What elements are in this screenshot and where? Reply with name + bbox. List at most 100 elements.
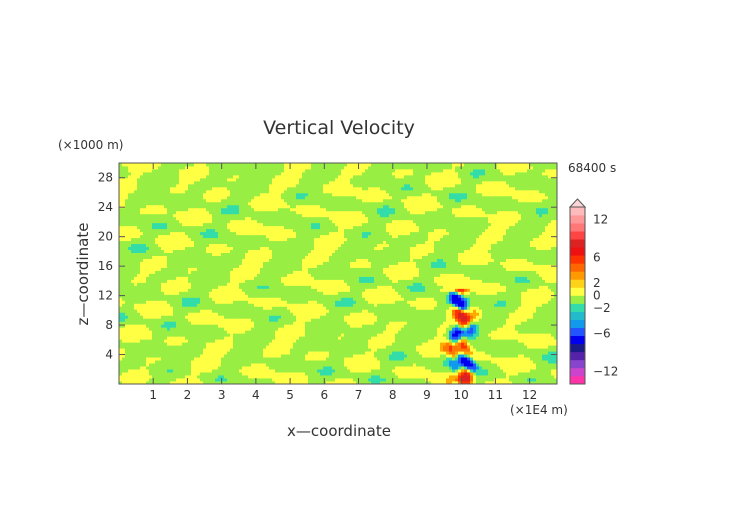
heatmap-cell (341, 372, 345, 376)
heatmap-cell (464, 354, 468, 358)
heatmap-cell (131, 357, 135, 361)
heatmap-cell (419, 330, 423, 334)
heatmap-cell (230, 285, 234, 289)
heatmap-cell (221, 300, 225, 304)
heatmap-cell (353, 306, 357, 310)
heatmap-cell (482, 375, 486, 379)
heatmap-cell (392, 354, 396, 358)
heatmap-cell (446, 321, 450, 325)
heatmap-cell (122, 309, 126, 313)
heatmap-cell (443, 378, 447, 382)
heatmap-cell (434, 366, 438, 370)
heatmap-cell (350, 348, 354, 352)
heatmap-cell (371, 309, 375, 313)
heatmap-cell (122, 324, 126, 328)
heatmap-cell (404, 348, 408, 352)
heatmap-cell (185, 363, 189, 367)
heatmap-cell (215, 327, 219, 331)
heatmap-cell (245, 285, 249, 289)
heatmap-cell (140, 330, 144, 334)
heatmap-cell (350, 378, 354, 382)
heatmap-cell (185, 288, 189, 292)
heatmap-cell (398, 312, 402, 316)
heatmap-cell (155, 324, 159, 328)
heatmap-cell (434, 381, 438, 384)
heatmap-cell (122, 333, 126, 337)
heatmap-cell (431, 363, 435, 367)
heatmap-cell (173, 336, 177, 340)
heatmap-cell (224, 303, 228, 307)
heatmap-cell (524, 297, 528, 301)
heatmap-cell (263, 333, 267, 337)
heatmap-cell (266, 291, 270, 295)
heatmap-cell (161, 372, 165, 376)
heatmap-cell (353, 348, 357, 352)
heatmap-cell (341, 354, 345, 358)
heatmap-cell (428, 315, 432, 319)
heatmap-cell (419, 363, 423, 367)
heatmap-cell (512, 357, 516, 361)
heatmap-cell (533, 354, 537, 358)
heatmap-cell (380, 306, 384, 310)
heatmap-cell (131, 345, 135, 349)
heatmap-cell (293, 372, 297, 376)
heatmap-cell (146, 381, 150, 384)
heatmap-cell (545, 309, 549, 313)
heatmap-cell (293, 324, 297, 328)
heatmap-cell (287, 348, 291, 352)
heatmap-cell (161, 294, 165, 298)
heatmap-cell (458, 369, 462, 373)
heatmap-cell (416, 333, 420, 337)
heatmap-cell (524, 330, 528, 334)
heatmap-cell (431, 375, 435, 379)
heatmap-cell (440, 312, 444, 316)
heatmap-cell (155, 348, 159, 352)
heatmap-cell (209, 297, 213, 301)
heatmap-cell (170, 363, 174, 367)
heatmap-cell (212, 336, 216, 340)
heatmap-cell (143, 303, 147, 307)
heatmap-cell (389, 297, 393, 301)
heatmap-cell (281, 354, 285, 358)
heatmap-cell (164, 327, 168, 331)
heatmap-cell (221, 315, 225, 319)
heatmap-cell (278, 363, 282, 367)
heatmap-cell (425, 318, 429, 322)
heatmap-cell (443, 282, 447, 286)
heatmap-cell (506, 360, 510, 364)
heatmap-cell (422, 288, 426, 292)
heatmap-cell (272, 315, 276, 319)
heatmap-cell (293, 291, 297, 295)
heatmap-cell (500, 375, 504, 379)
heatmap-cell (401, 375, 405, 379)
heatmap-cell (470, 366, 474, 370)
heatmap-cell (308, 354, 312, 358)
heatmap-cell (518, 318, 522, 322)
heatmap-cell (332, 333, 336, 337)
heatmap-cell (347, 348, 351, 352)
heatmap-cell (392, 327, 396, 331)
heatmap-cell (140, 345, 144, 349)
heatmap-cell (470, 348, 474, 352)
heatmap-cell (368, 330, 372, 334)
heatmap-cell (470, 378, 474, 382)
heatmap-cell (146, 342, 150, 346)
heatmap-cell (404, 351, 408, 355)
heatmap-cell (230, 294, 234, 298)
heatmap-cell (491, 288, 495, 292)
heatmap-cell (401, 303, 405, 307)
heatmap-cell (479, 291, 483, 295)
heatmap-cell (233, 360, 237, 364)
heatmap-cell (368, 336, 372, 340)
heatmap-cell (245, 330, 249, 334)
heatmap-cell (350, 372, 354, 376)
heatmap-cell (242, 348, 246, 352)
heatmap-cell (146, 324, 150, 328)
heatmap-cell (437, 288, 441, 292)
heatmap-cell (554, 324, 557, 328)
heatmap-cell (437, 327, 441, 331)
heatmap-cell (287, 354, 291, 358)
heatmap-cell (302, 333, 306, 337)
heatmap-cell (437, 315, 441, 319)
heatmap-cell (242, 294, 246, 298)
